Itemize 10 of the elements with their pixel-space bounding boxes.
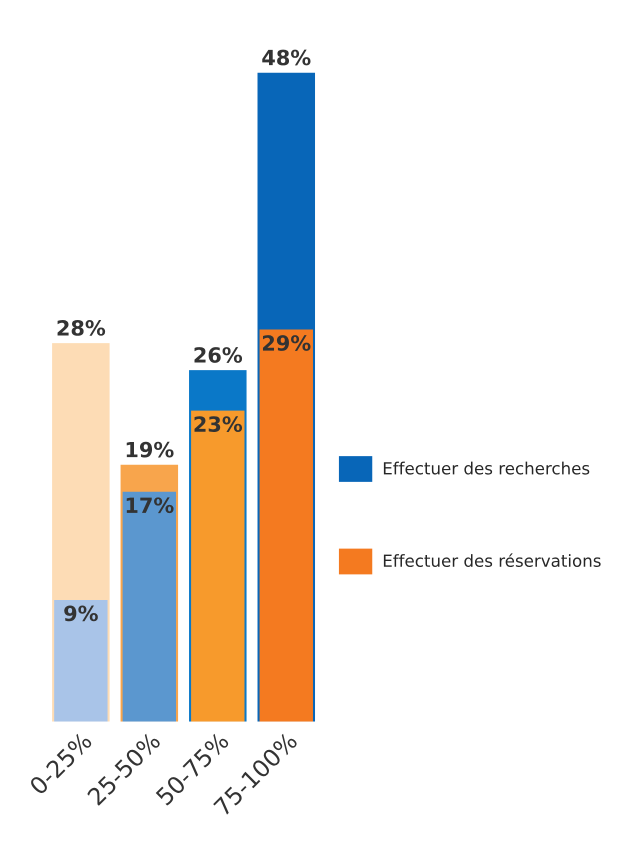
data-label: 26% xyxy=(194,347,242,363)
data-label: 9% xyxy=(64,606,98,622)
data-label: 23% xyxy=(194,416,242,432)
data-label: 29% xyxy=(262,335,311,351)
data-label: 19% xyxy=(126,442,174,458)
legend-label: Effectuer des réservations xyxy=(384,553,601,567)
data-label: 28% xyxy=(58,320,106,336)
data-label: 48% xyxy=(262,50,311,66)
data-label: 17% xyxy=(126,497,174,514)
legend-label: Effectuer des recherches xyxy=(384,462,590,475)
